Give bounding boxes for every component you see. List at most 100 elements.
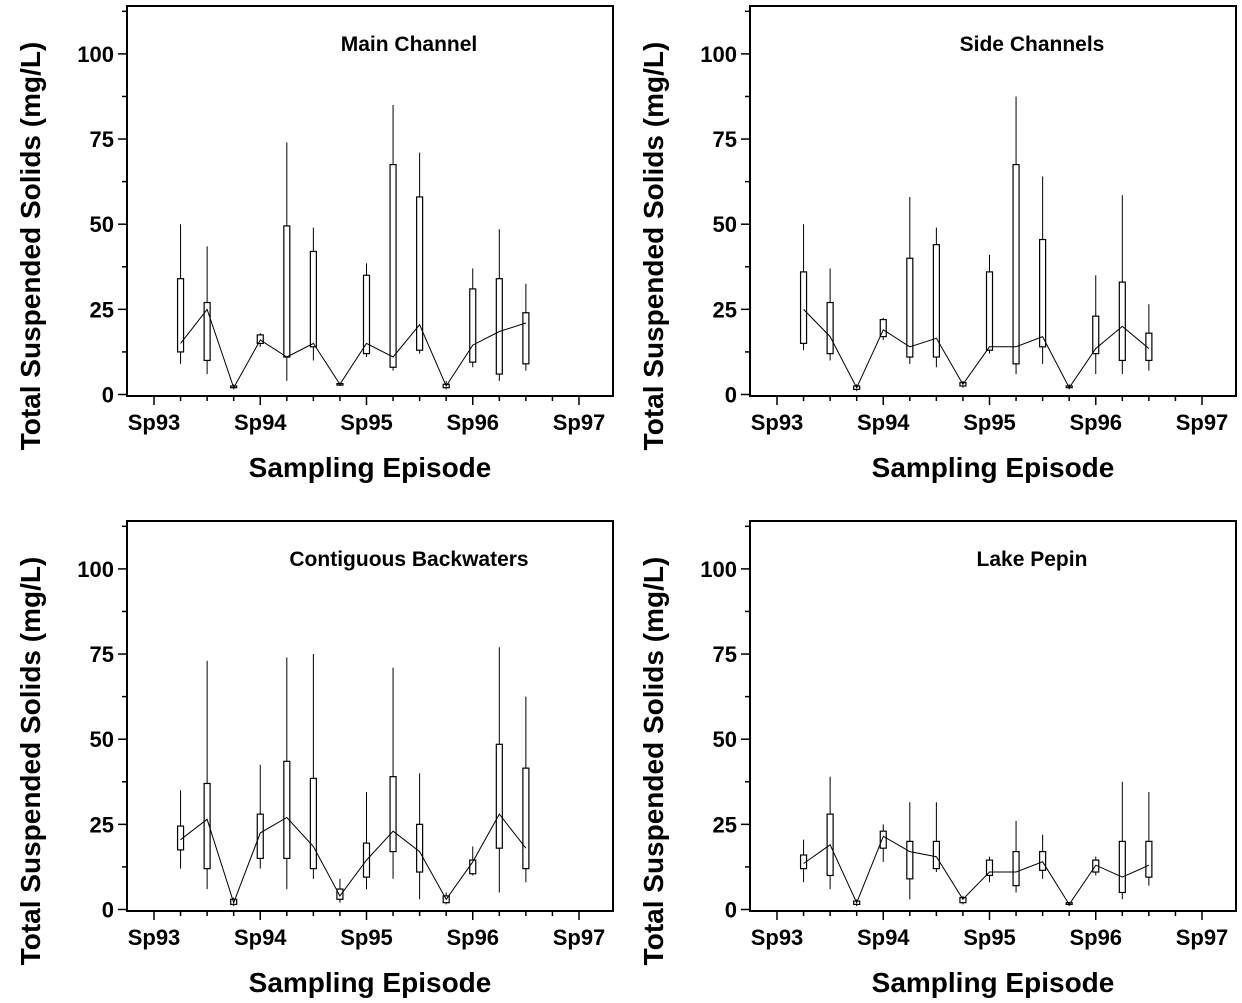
- box-plot: [799, 224, 808, 351]
- iqr-box: [1145, 332, 1153, 362]
- box-plot: [906, 196, 914, 364]
- panel-title: Lake Pepin: [977, 548, 1088, 571]
- x-tick-label: Sp94: [857, 410, 910, 435]
- box-plot: [309, 227, 317, 361]
- median-line: [803, 835, 1150, 906]
- panel-title: Main Channel: [341, 33, 478, 56]
- iqr-box: [256, 334, 264, 345]
- box-plot: [416, 773, 424, 900]
- x-tick-label: Sp95: [340, 410, 393, 435]
- box-plot: [932, 227, 940, 368]
- iqr-box: [495, 743, 503, 849]
- median-line: [180, 813, 527, 905]
- box-plot: [1039, 834, 1047, 879]
- y-tick-label: 75: [713, 127, 737, 152]
- box-plot: [985, 254, 994, 354]
- iqr-box: [1012, 850, 1020, 887]
- iqr-box: [985, 271, 994, 351]
- box-plot: [1145, 791, 1153, 886]
- iqr-box: [495, 278, 503, 375]
- median-line: [803, 309, 1150, 389]
- x-axis-label: Sampling Episode: [872, 452, 1115, 483]
- iqr-box: [1145, 840, 1153, 878]
- y-tick-label: 0: [102, 383, 114, 408]
- plot-frame: [126, 5, 614, 397]
- iqr-box: [1118, 281, 1126, 362]
- iqr-box: [1118, 840, 1126, 894]
- box-plot: [256, 764, 264, 869]
- iqr-box: [1039, 238, 1047, 348]
- box-plot: [522, 696, 530, 883]
- x-tick-label: Sp97: [553, 410, 606, 435]
- iqr-box: [309, 250, 317, 348]
- y-tick-label: 50: [90, 212, 114, 237]
- iqr-box: [1092, 315, 1100, 355]
- box-plot: [1012, 820, 1020, 893]
- iqr-box: [879, 318, 887, 338]
- box-plot: [203, 660, 211, 890]
- iqr-box: [522, 312, 530, 365]
- plot-frame: [749, 5, 1237, 397]
- iqr-box: [416, 823, 424, 873]
- iqr-box: [362, 274, 371, 355]
- box-plot: [906, 802, 914, 900]
- x-tick-label: Sp93: [128, 410, 181, 435]
- box-plot: [309, 654, 317, 879]
- iqr-box: [932, 244, 940, 358]
- iqr-box: [906, 257, 914, 358]
- iqr-box: [522, 767, 530, 870]
- x-tick-label: Sp93: [751, 925, 804, 950]
- x-tick-label: Sp94: [234, 925, 287, 950]
- plot-frame: [749, 520, 1237, 912]
- y-tick-label: 100: [77, 557, 114, 582]
- iqr-box: [389, 776, 397, 853]
- box-plot: [826, 776, 834, 890]
- box-plot: [283, 142, 291, 381]
- x-tick-label: Sp96: [446, 925, 499, 950]
- x-tick-label: Sp97: [1176, 410, 1229, 435]
- box-plot: [1092, 275, 1100, 375]
- iqr-box: [985, 859, 994, 877]
- iqr-box: [1039, 850, 1047, 871]
- box-plot: [1118, 195, 1126, 375]
- box-plot: [495, 229, 503, 381]
- plot-frame: [126, 520, 614, 912]
- y-tick-label: 25: [90, 812, 114, 837]
- x-axis-label: Sampling Episode: [249, 967, 492, 998]
- y-tick-label: 100: [700, 557, 737, 582]
- x-tick-label: Sp93: [128, 925, 181, 950]
- iqr-box: [932, 840, 940, 870]
- panel-title: Contiguous Backwaters: [289, 548, 528, 571]
- chart-panel-1: 0 25 50 75 100 Sp93 Sp94 Sp95 Sp96 Sp97 Main Chann…: [15, 5, 614, 483]
- box-plot: [1039, 176, 1047, 364]
- x-tick-label: Sp97: [553, 925, 606, 950]
- box-plot: [176, 790, 185, 869]
- iqr-box: [389, 163, 397, 368]
- box-plot: [389, 104, 397, 371]
- x-axis-label: Sampling Episode: [249, 452, 492, 483]
- box-plot: [283, 657, 291, 890]
- y-tick-label: 75: [90, 127, 114, 152]
- y-axis-label: Total Suspended Solids (mg/L): [638, 557, 669, 966]
- x-tick-label: Sp94: [857, 925, 910, 950]
- iqr-box: [416, 196, 424, 351]
- y-tick-label: 25: [90, 297, 114, 322]
- box-plot: [1145, 304, 1153, 371]
- y-axis-label: Total Suspended Solids (mg/L): [15, 557, 46, 966]
- iqr-box: [1012, 163, 1020, 365]
- box-plot: [985, 856, 994, 883]
- iqr-box: [799, 271, 808, 345]
- x-tick-label: Sp96: [1069, 410, 1122, 435]
- iqr-box: [336, 888, 344, 900]
- box-plot: [362, 791, 371, 890]
- iqr-box: [176, 278, 185, 353]
- y-tick-label: 50: [713, 212, 737, 237]
- box-plot: [522, 283, 530, 371]
- y-axis-label: Total Suspended Solids (mg/L): [15, 42, 46, 451]
- box-plot: [495, 647, 503, 893]
- iqr-box: [309, 777, 317, 870]
- y-tick-label: 0: [725, 898, 737, 923]
- y-tick-label: 25: [713, 812, 737, 837]
- x-axis-label: Sampling Episode: [872, 967, 1115, 998]
